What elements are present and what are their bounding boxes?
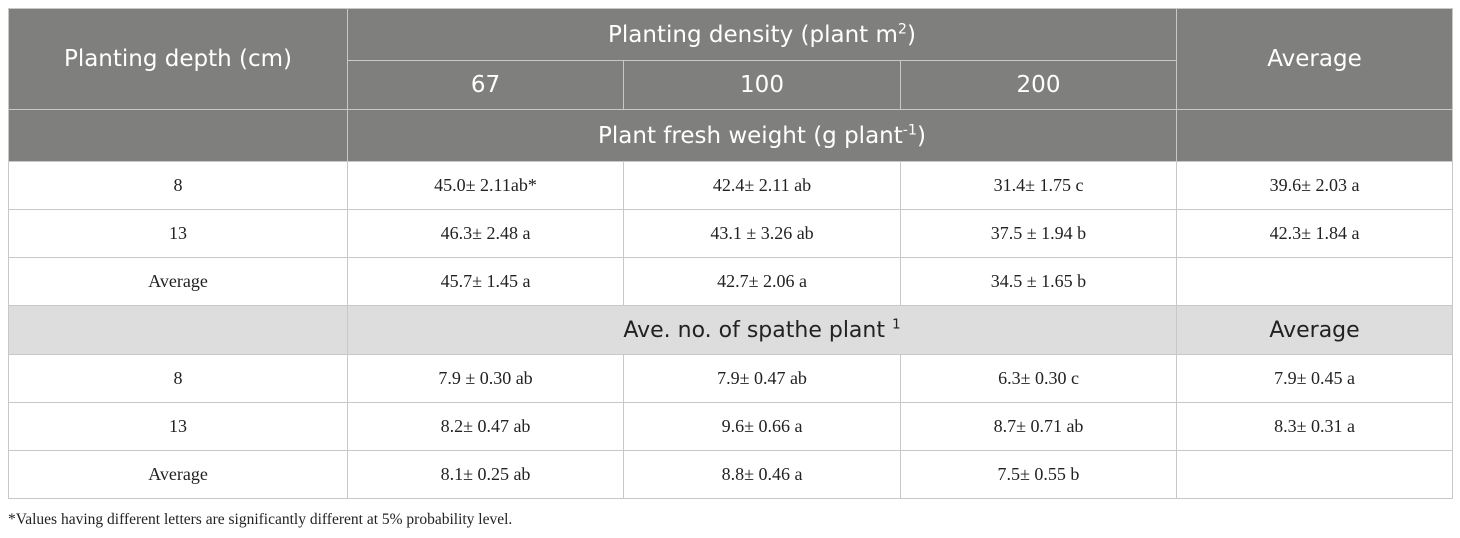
header-average: Average [1176,8,1453,110]
density-67: 67 [347,60,624,110]
cell-value: 7.9± 0.47 ab [623,354,901,403]
cell-depth: 13 [8,402,348,451]
cell-value: 8.7± 0.71 ab [900,402,1177,451]
density-200: 200 [900,60,1177,110]
cell-depth: Average [8,257,348,306]
header-planting-depth: Planting depth (cm) [8,8,348,110]
cell-value: 8.8± 0.46 a [623,450,901,499]
cell-average [1176,450,1453,499]
cell-value: 42.4± 2.11 ab [623,161,901,210]
cell-value: 9.6± 0.66 a [623,402,901,451]
fresh-weight-unit-exponent: -1 [902,121,917,138]
header-blank-left [8,109,348,162]
density-100: 100 [623,60,901,110]
table-footnote: *Values having different letters are sig… [8,511,513,528]
cell-depth: Average [8,450,348,499]
section-spathe-label: Ave. no. of spathe plant 1 [347,305,1177,355]
cell-value: 6.3± 0.30 c [900,354,1177,403]
planting-density-close-paren: ) [906,21,916,48]
cell-average: 7.9± 0.45 a [1176,354,1453,403]
cell-depth: 13 [8,209,348,258]
table-row: Average 45.7± 1.45 a 42.7± 2.06 a 34.5 ±… [8,257,1453,306]
table-row: 13 8.2± 0.47 ab 9.6± 0.66 a 8.7± 0.71 ab… [8,402,1453,451]
cell-depth: 8 [8,161,348,210]
fresh-weight-close-paren: ) [916,122,926,149]
spathe-label: Ave. no. of spathe plant [623,317,892,343]
header-fresh-weight: Plant fresh weight (g plant-1) [347,109,1177,162]
fresh-weight-label: Plant fresh weight (g plant [598,122,903,149]
cell-value: 8.2± 0.47 ab [347,402,624,451]
header-planting-density: Planting density (plant m2) [347,8,1177,61]
cell-value: 46.3± 2.48 a [347,209,624,258]
table-row: Average 8.1± 0.25 ab 8.8± 0.46 a 7.5± 0.… [8,450,1453,499]
header-row-density: Planting depth (cm) Planting density (pl… [8,8,1453,110]
table-row: 8 45.0± 2.11ab* 42.4± 2.11 ab 31.4± 1.75… [8,161,1453,210]
average-label: Average [1267,46,1362,72]
planting-density-label: Planting density (plant m [608,21,898,48]
cell-average: 42.3± 1.84 a [1176,209,1453,258]
header-row-density-values: 67 100 200 [9,60,1453,110]
cell-depth: 8 [8,354,348,403]
planting-depth-label: Planting depth (cm) [63,46,293,72]
header-blank-right [1176,109,1453,162]
planting-density-unit-exponent: 2 [897,20,907,37]
cell-value: 45.0± 2.11ab* [347,161,624,210]
cell-value: 43.1 ± 3.26 ab [623,209,901,258]
cell-value: 8.1± 0.25 ab [347,450,624,499]
section-blank-left [8,305,348,355]
cell-value: 45.7± 1.45 a [347,257,624,306]
cell-value: 31.4± 1.75 c [900,161,1177,210]
section-average-label: Average [1176,305,1453,355]
cell-value: 7.9 ± 0.30 ab [347,354,624,403]
cell-value: 7.5± 0.55 b [900,450,1177,499]
cell-value: 37.5 ± 1.94 b [900,209,1177,258]
section-row-spathe: Ave. no. of spathe plant 1 Average [8,305,1453,355]
cell-average: 39.6± 2.03 a [1176,161,1453,210]
cell-average [1176,257,1453,306]
header-row-fresh-weight: Plant fresh weight (g plant-1) [8,109,1453,162]
results-table: Planting depth (cm) Planting density (pl… [8,8,1453,499]
cell-average: 8.3± 0.31 a [1176,402,1453,451]
table-row: 8 7.9 ± 0.30 ab 7.9± 0.47 ab 6.3± 0.30 c… [8,354,1453,403]
table-row: 13 46.3± 2.48 a 43.1 ± 3.26 ab 37.5 ± 1.… [8,209,1453,258]
spathe-label-exponent: 1 [891,316,901,333]
cell-value: 34.5 ± 1.65 b [900,257,1177,306]
cell-value: 42.7± 2.06 a [623,257,901,306]
